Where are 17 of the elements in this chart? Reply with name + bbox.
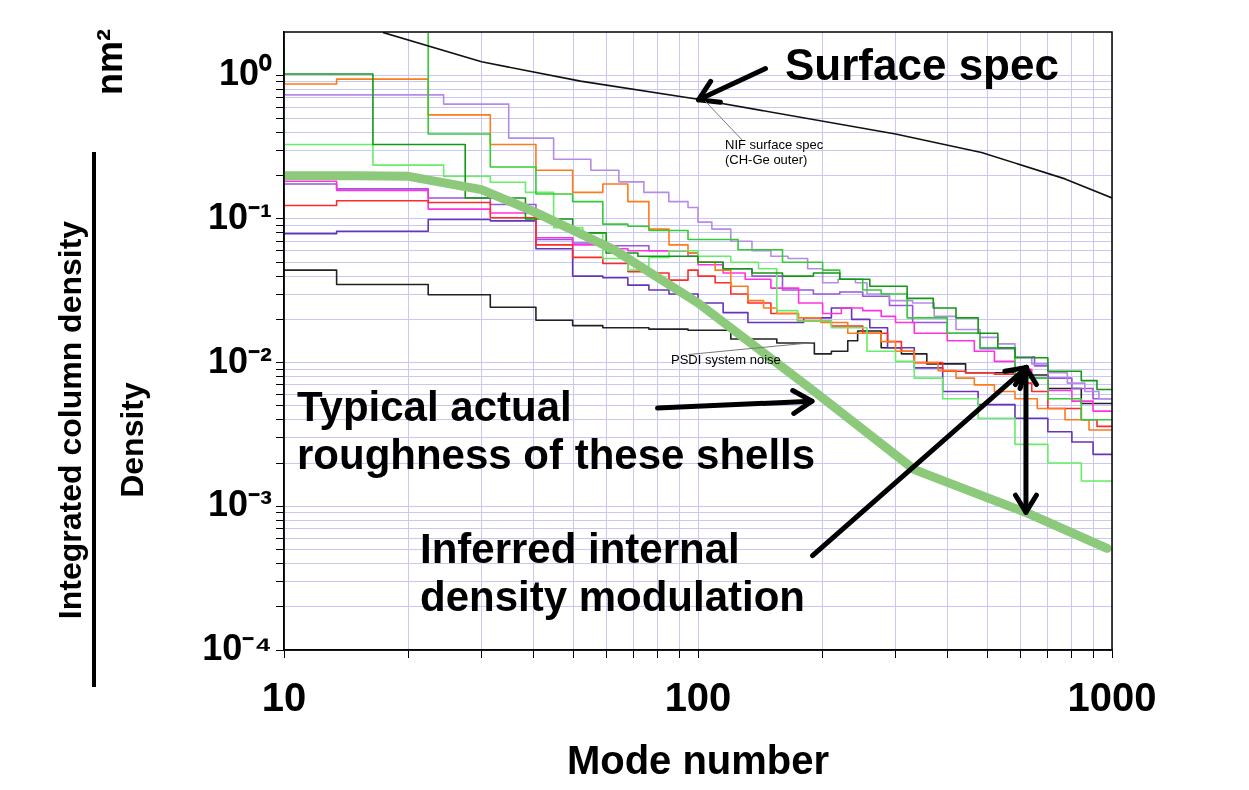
y-tick-label: 10⁻⁴ [202,626,272,668]
x-tick-label: 100 [664,675,732,720]
text: Density [113,382,151,498]
y-tick-label: 10⁻³ [207,483,273,525]
text: nm² [89,29,131,95]
annotation: Surface spec [785,40,1059,91]
annotation: PSDI system noise [671,352,781,368]
annotation: Inferred internal density modulation [420,525,806,622]
x-tick-label: 1000 [1067,675,1157,720]
y-tick-label: 10⁰ [218,52,272,94]
annotation: Typical actual roughness of these shells [297,383,816,480]
annotation: NIF surface spec (CH-Ge outer) [725,137,824,168]
y-axis-title: Integrated column density [51,220,89,620]
y-tick-label: 10⁻² [207,339,273,381]
y-tick-label: 10⁻¹ [207,195,272,237]
x-tick-label: 10 [261,675,307,720]
x-axis-title: Mode number [565,738,831,783]
